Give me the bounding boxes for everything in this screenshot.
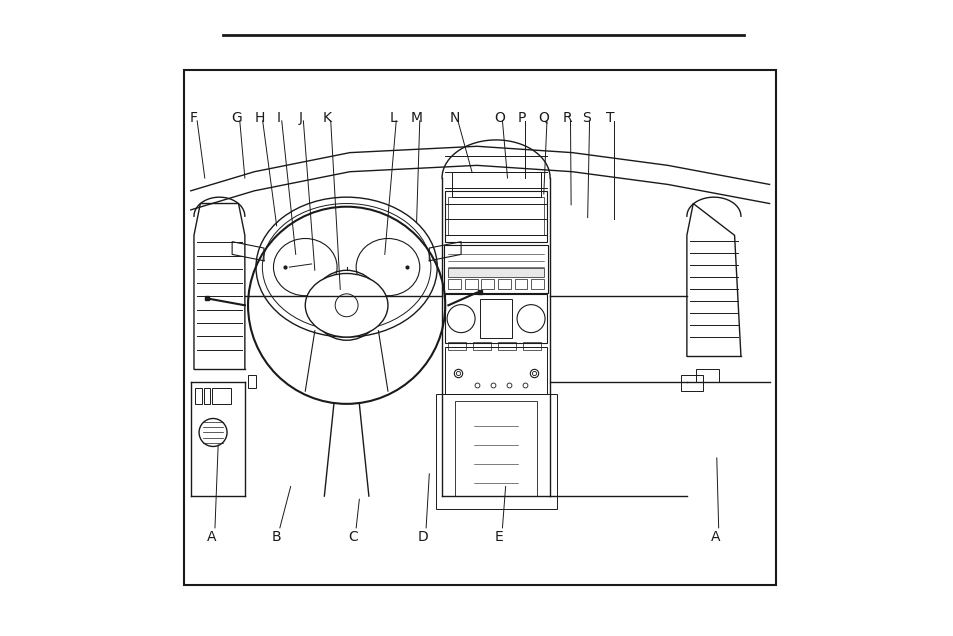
Text: F: F [190, 111, 198, 125]
Text: B: B [272, 530, 281, 544]
Text: C: C [348, 530, 357, 544]
Text: D: D [417, 530, 428, 544]
Text: S: S [581, 111, 590, 125]
Ellipse shape [305, 273, 388, 337]
Ellipse shape [355, 238, 419, 296]
Text: J: J [298, 111, 302, 125]
Ellipse shape [274, 238, 336, 296]
Text: I: I [276, 111, 280, 125]
Ellipse shape [255, 197, 436, 337]
FancyBboxPatch shape [448, 268, 543, 277]
Ellipse shape [262, 204, 431, 331]
Text: G: G [231, 111, 242, 125]
Text: H: H [254, 111, 264, 125]
Text: P: P [517, 111, 525, 125]
Text: L: L [389, 111, 396, 125]
Text: R: R [562, 111, 572, 125]
Text: M: M [410, 111, 422, 125]
Text: O: O [494, 111, 504, 125]
Text: T: T [606, 111, 614, 125]
Text: K: K [323, 111, 332, 125]
Text: Q: Q [537, 111, 549, 125]
Text: A: A [207, 530, 216, 544]
Text: A: A [710, 530, 720, 544]
Text: N: N [449, 111, 459, 125]
Text: E: E [495, 530, 503, 544]
